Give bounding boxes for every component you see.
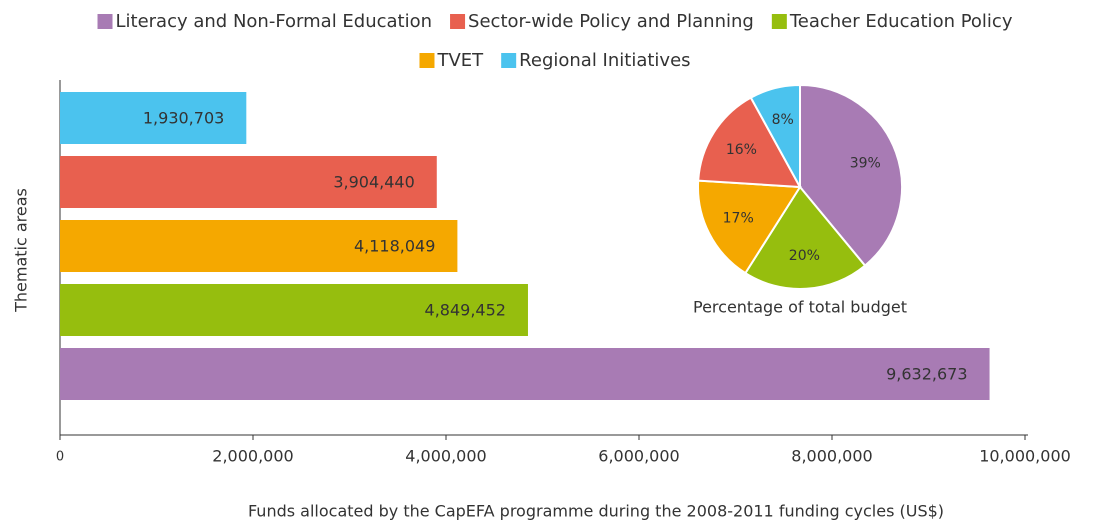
pie-slice [799, 83, 903, 268]
bar-value-label: 4,118,049 [354, 237, 435, 256]
y-axis-label: Thematic areas [12, 188, 31, 313]
pie-value-label: 17% [723, 210, 754, 226]
legend-label: TVET [436, 50, 484, 71]
pie-slice [697, 96, 802, 189]
bar [60, 220, 458, 272]
bar [60, 348, 990, 400]
bar [60, 284, 528, 336]
x-tick-label: 4,000,000 [405, 447, 486, 466]
legend-swatch [419, 53, 435, 68]
pie-slice [749, 83, 801, 188]
legend-swatch [501, 53, 517, 68]
legend-swatch [771, 14, 787, 29]
pie-value-label: 20% [789, 248, 820, 264]
bar-value-label: 1,930,703 [143, 109, 224, 128]
x-tick-label: 2,000,000 [212, 447, 293, 466]
pie-slice [697, 179, 802, 275]
x-tick-label: 0 [56, 450, 64, 465]
x-axis-label: Funds allocated by the CapEFA programme … [248, 502, 944, 521]
pie-slice [743, 185, 867, 290]
x-tick-label: 10,000,000 [979, 447, 1071, 466]
legend-label: Sector-wide Policy and Planning [468, 11, 754, 32]
pie-value-label: 39% [850, 156, 881, 172]
bar [60, 156, 437, 208]
legend-swatch [450, 14, 466, 29]
bar-value-label: 3,904,440 [333, 173, 414, 192]
bar [60, 92, 247, 144]
legend-label: Teacher Education Policy [789, 11, 1013, 32]
pie-value-label: 16% [726, 142, 757, 158]
pie-value-label: 8% [772, 112, 794, 128]
x-tick-label: 6,000,000 [598, 447, 679, 466]
pie-title: Percentage of total budget [693, 298, 907, 317]
legend-label: Regional Initiatives [519, 50, 690, 71]
x-tick-label: 8,000,000 [791, 447, 872, 466]
bar-value-label: 9,632,673 [886, 365, 967, 384]
bar-value-label: 4,849,452 [425, 301, 506, 320]
legend-swatch [97, 14, 113, 29]
legend-label: Literacy and Non-Formal Education [116, 11, 433, 32]
